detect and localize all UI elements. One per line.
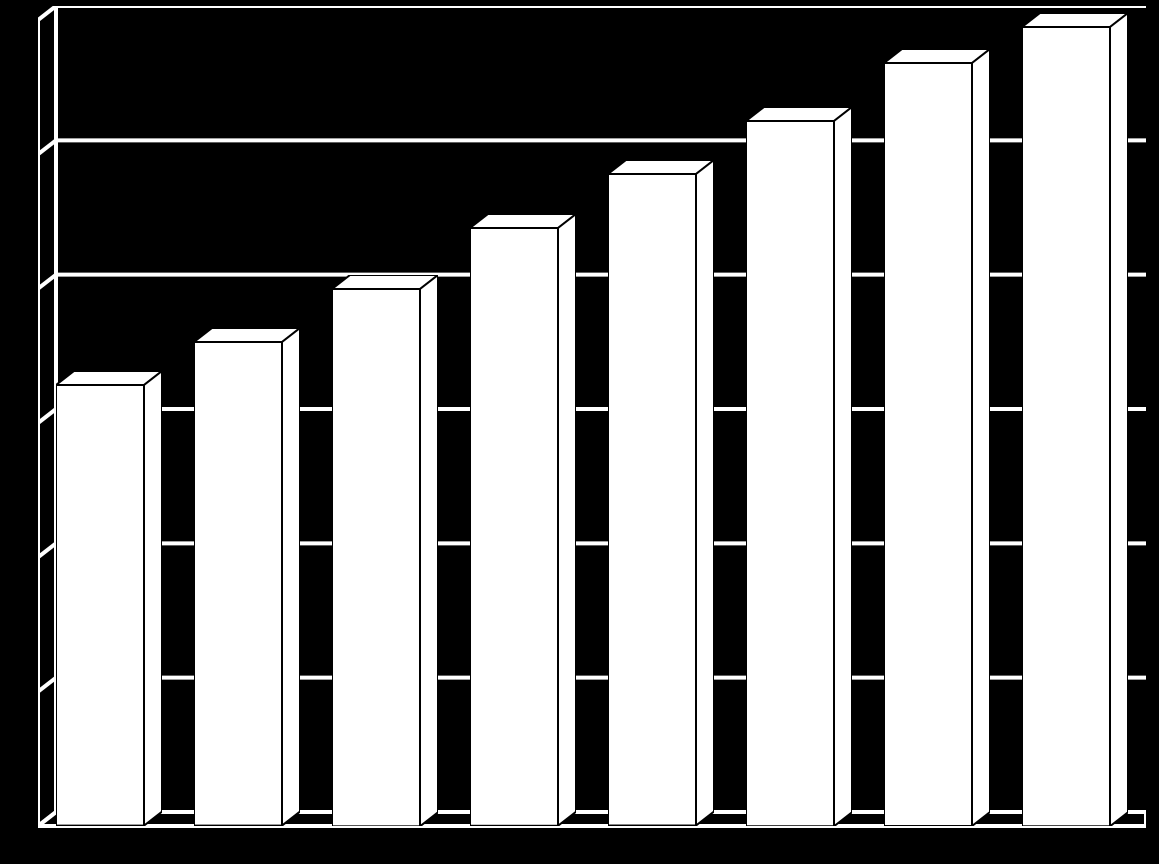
bar — [56, 371, 162, 826]
bar — [884, 49, 990, 826]
bar — [332, 275, 438, 826]
bar — [746, 107, 852, 826]
plot-area — [38, 6, 1146, 826]
bar — [470, 214, 576, 826]
bar-chart-3d — [0, 0, 1159, 864]
bar — [194, 328, 300, 826]
bar — [608, 160, 714, 826]
bar — [1022, 13, 1128, 826]
